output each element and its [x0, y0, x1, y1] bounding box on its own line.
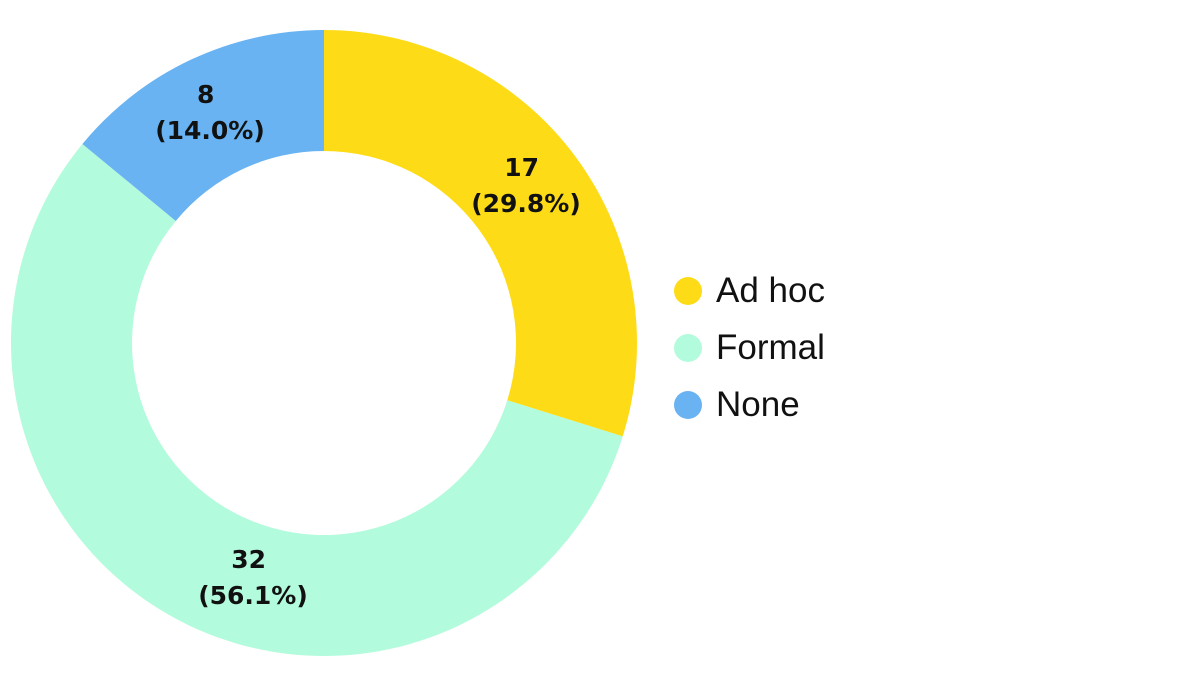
legend-label: Ad hoc: [716, 270, 825, 310]
slice-formal[interactable]: [10, 144, 623, 656]
legend-dot-icon: [674, 390, 702, 419]
slice-label-ad-hoc: 17 (29.8%): [471, 153, 581, 218]
legend-label: None: [716, 384, 800, 424]
legend-item-none[interactable]: None: [674, 376, 825, 433]
legend-dot-icon: [674, 333, 702, 362]
legend-item-ad-hoc[interactable]: Ad hoc: [674, 262, 825, 319]
slice-labels: 17 (29.8%) 32 (56.1%) 8 (14.0%): [155, 80, 581, 610]
donut-slices: [10, 30, 638, 656]
legend-dot-icon: [674, 276, 702, 305]
slice-label-formal: 32 (56.1%): [198, 545, 308, 610]
legend-item-formal[interactable]: Formal: [674, 319, 825, 376]
legend-label: Formal: [716, 327, 825, 367]
slice-label-none: 8 (14.0%): [155, 80, 265, 145]
legend: Ad hoc Formal None: [674, 262, 825, 433]
slice-none[interactable]: [82, 30, 324, 221]
slice-ad-hoc[interactable]: [324, 30, 638, 437]
